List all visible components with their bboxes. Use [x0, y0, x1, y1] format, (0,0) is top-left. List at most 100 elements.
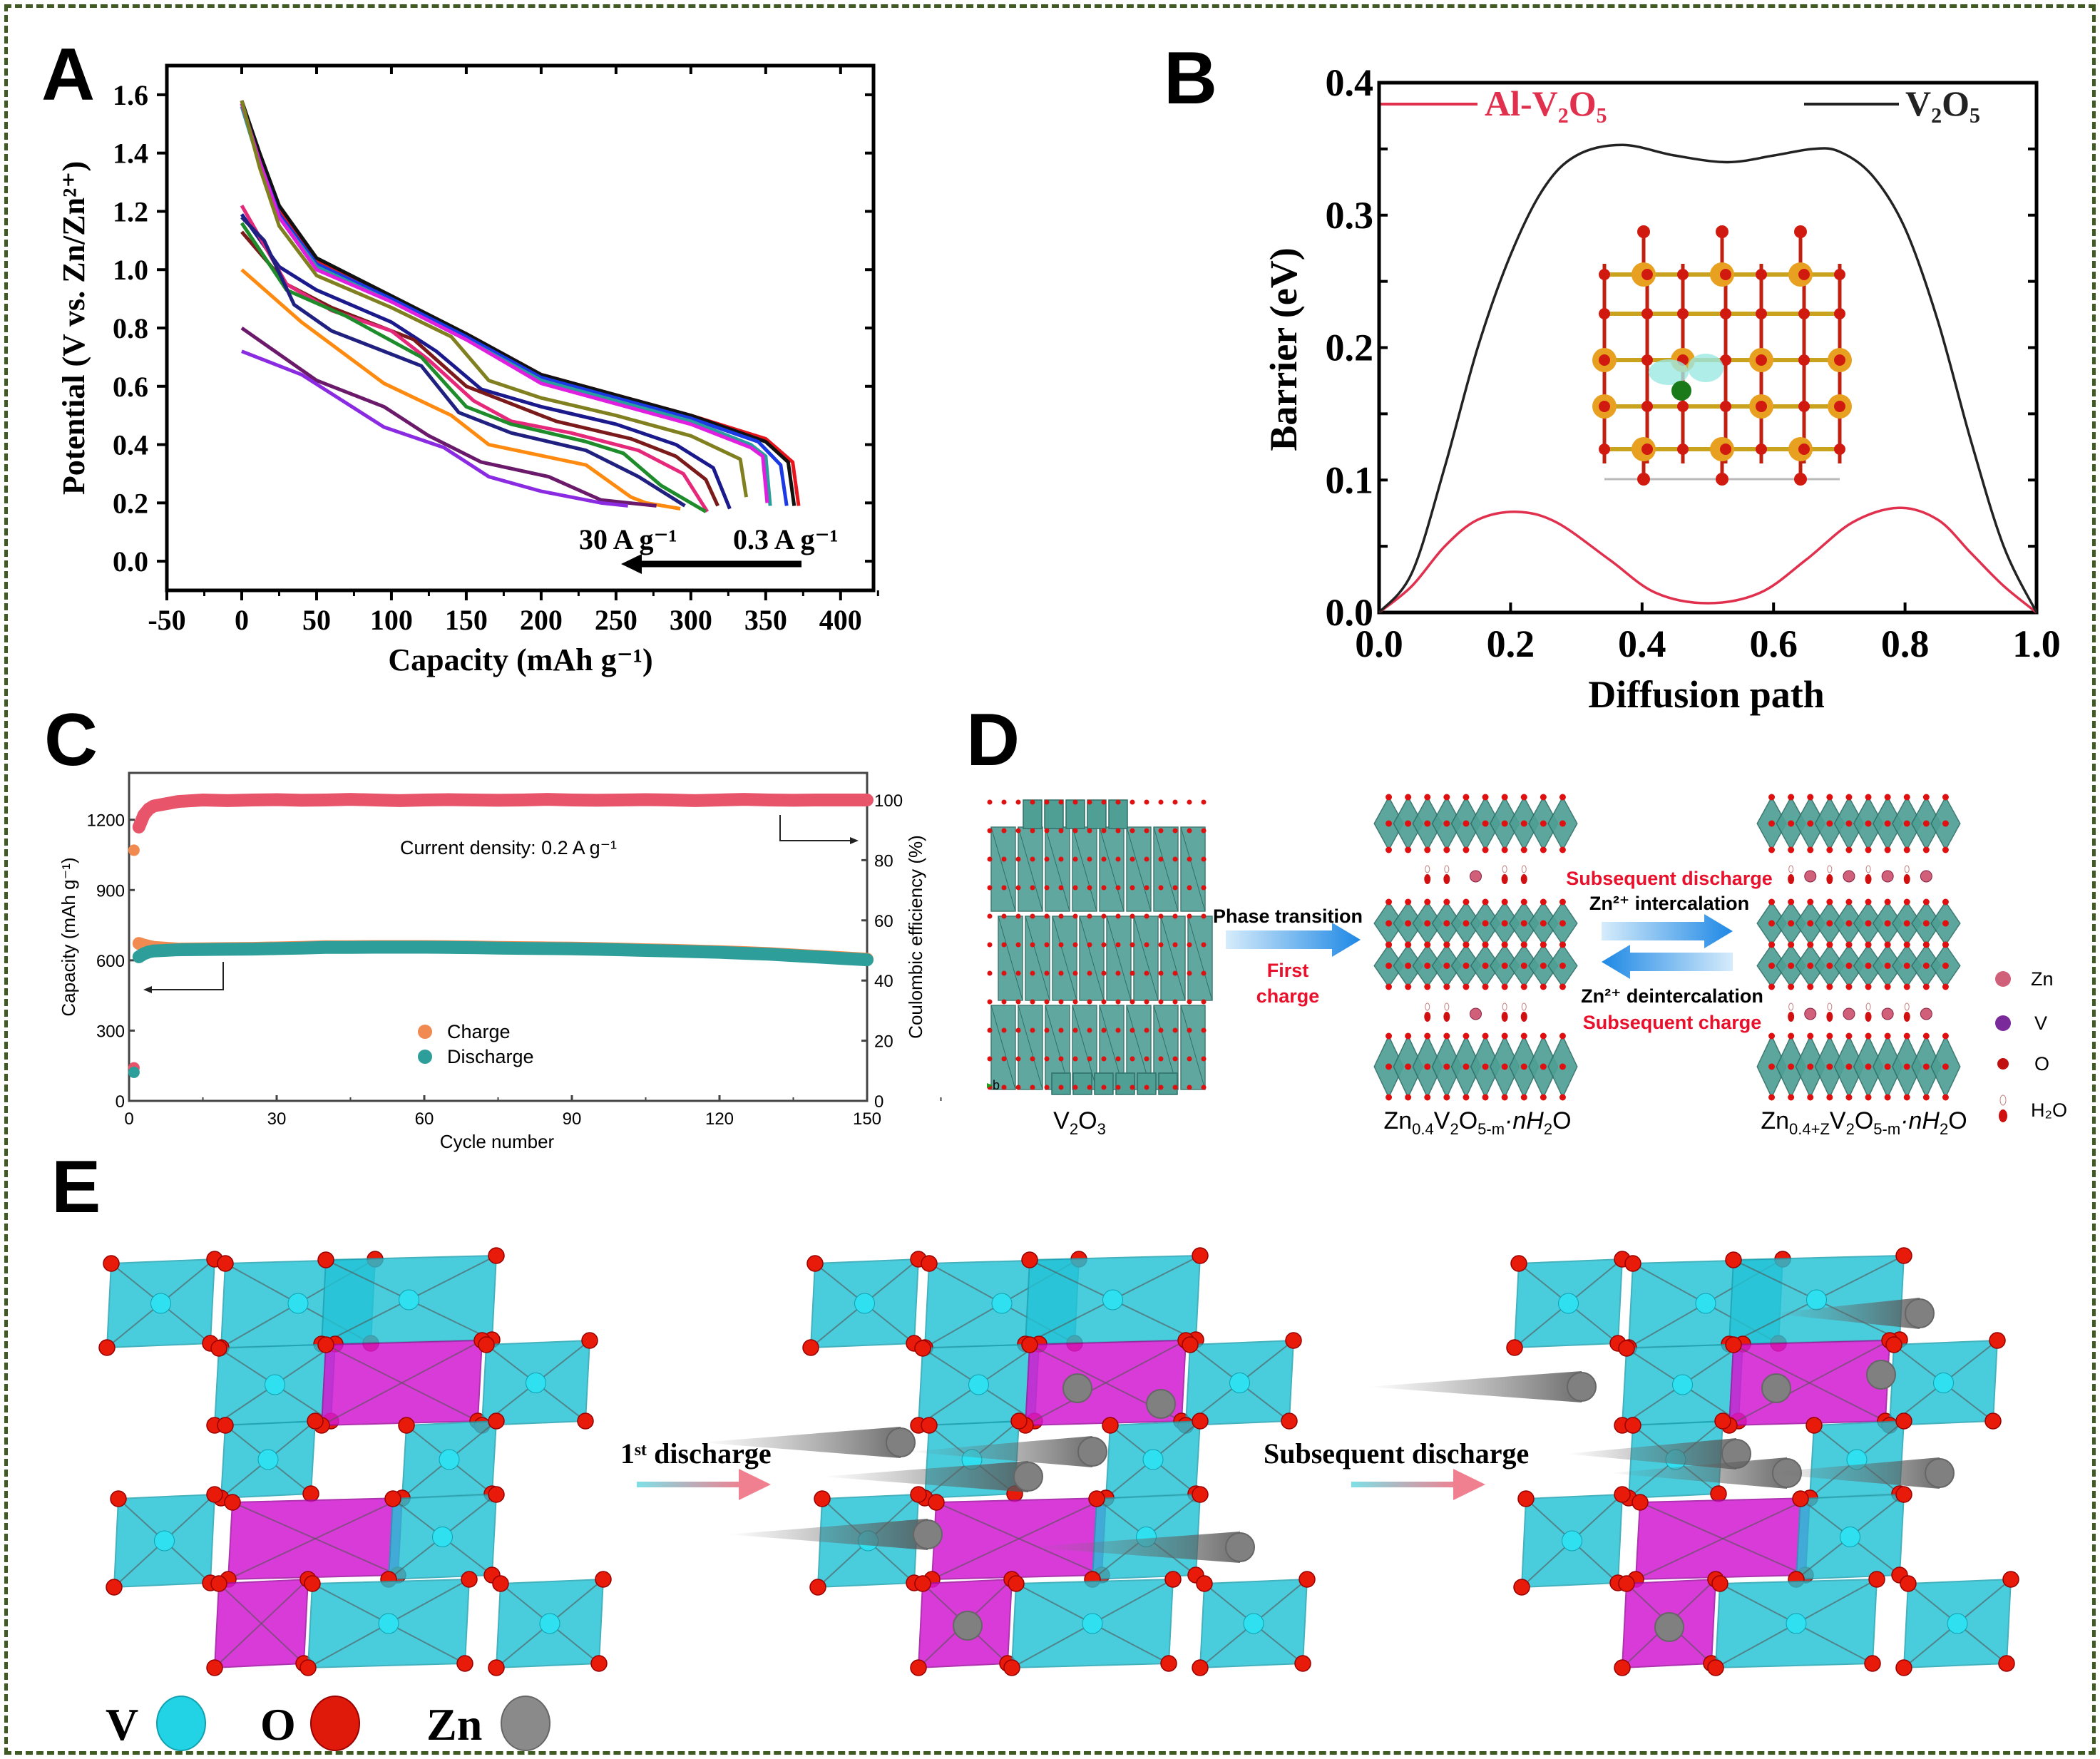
c-coulombic-efficiency-point	[468, 794, 479, 806]
b-x-tick-label: 1.0	[2012, 622, 2061, 665]
d-oxygen-atom	[1922, 1032, 1930, 1040]
e-oxygen-atom	[2002, 1571, 2019, 1588]
d-oxygen-atom	[1884, 920, 1891, 927]
d-oxygen-atom	[1201, 1027, 1207, 1033]
e-vanadium-atom	[378, 1613, 399, 1634]
d-charge-label: charge	[1256, 985, 1320, 1007]
b-x-tick-label: 0.4	[1618, 622, 1666, 665]
d-water-hydrogen	[1425, 1002, 1430, 1011]
d-oxygen-atom	[1807, 898, 1814, 906]
c-coulombic-efficiency-point	[615, 794, 627, 806]
d-oxygen-atom	[1520, 846, 1527, 853]
d-water-hydrogen	[1502, 1002, 1507, 1011]
b-y-tick-label: 0.0	[1326, 591, 1374, 634]
d-oxygen-atom	[1559, 898, 1566, 906]
d-oxygen-atom	[1942, 920, 1949, 927]
d-oxygen-atom	[1072, 913, 1078, 919]
b-inset-charge-density	[1688, 354, 1723, 382]
d-oxygen-atom	[1130, 799, 1135, 805]
e-oxygen-atom	[1989, 1332, 2006, 1349]
d-oxygen-atom	[1044, 885, 1050, 891]
c-discharge-point	[295, 942, 307, 954]
a-plot-frame	[165, 63, 876, 593]
d-oxygen-atom	[1463, 820, 1470, 827]
d-oxygen-atom	[1158, 1056, 1164, 1062]
d-oxygen-atom	[1463, 898, 1470, 906]
d-oxygen-atom	[1044, 913, 1050, 919]
d-deintercalation-arrow	[1602, 945, 1733, 979]
d-oxygen-atom	[1001, 828, 1007, 834]
d-oxygen-atom	[1424, 1094, 1431, 1101]
d-oxygen-atom	[1903, 920, 1910, 927]
d-v2o3-polyhedron	[1094, 1072, 1114, 1095]
b-inset-oxygen	[1641, 269, 1653, 280]
d-zinc-ion	[1470, 870, 1482, 883]
e-oxygen-atom	[106, 1579, 123, 1596]
d-oxygen-atom	[1807, 941, 1814, 948]
d-oxygen-atom	[1903, 846, 1910, 853]
c-discharge-point	[128, 1066, 140, 1078]
b-inset-oxygen	[1720, 354, 1731, 366]
c-discharge-point	[271, 943, 282, 955]
e-oxygen-atom	[921, 1417, 938, 1434]
d-oxygen-atom	[1015, 856, 1021, 862]
d-oxygen-atom	[1201, 828, 1207, 834]
c-y-tick-label: 900	[96, 881, 125, 901]
d-oxygen-atom	[1044, 1027, 1050, 1033]
d-layer	[1373, 794, 1578, 853]
d-oxygen-atom	[1044, 942, 1050, 948]
c-x-tick-label: 90	[563, 1109, 582, 1129]
d-layer	[1373, 898, 1578, 948]
d-oxygen-atom	[1865, 941, 1872, 948]
e-legend-v: V	[106, 1699, 138, 1750]
d-oxygen-atom	[1482, 963, 1489, 969]
d-oxygen-atom	[1807, 794, 1814, 801]
d-oxygen-atom	[1172, 885, 1178, 891]
c-discharge-point	[492, 942, 504, 954]
b-inset-oxygen	[1756, 443, 1767, 455]
b-inset-oxygen	[1641, 401, 1653, 412]
d-oxygen-atom	[1884, 963, 1891, 969]
d-oxygen-atom	[1865, 1063, 1872, 1070]
c-y-tick-label: 600	[96, 952, 125, 971]
b-inset-oxygen	[1794, 473, 1807, 486]
a-x-tick-label: 100	[370, 604, 413, 636]
b-y-tick-label: 0.3	[1326, 194, 1374, 237]
e-vanadium-atom	[1558, 1293, 1579, 1314]
a-x-tick-label: 300	[670, 604, 712, 636]
d-oxygen-atom	[1405, 898, 1412, 906]
e-oxygen-atom	[1895, 1412, 1912, 1430]
e-vanadium-atom	[526, 1373, 546, 1393]
d-oxygen-atom	[1768, 1063, 1776, 1070]
d-v2o3-edge	[990, 826, 1016, 912]
d-oxygen-atom	[1807, 1032, 1814, 1040]
d-oxygen-atom	[1072, 799, 1078, 805]
d-oxygen-atom	[1058, 999, 1064, 1005]
d-layer	[1756, 898, 1961, 948]
d-oxygen-atom	[1540, 794, 1547, 801]
d-oxygen-atom	[1158, 799, 1164, 805]
e-bond	[1635, 1497, 1810, 1580]
c-discharge-point	[246, 943, 258, 955]
d-oxygen-atom	[1826, 983, 1833, 990]
e-oxygen-atom	[928, 1494, 945, 1511]
e-oxygen-atom	[1506, 1339, 1523, 1356]
d-oxygen-atom	[1130, 1056, 1135, 1062]
d-water-hydrogen	[1788, 1002, 1794, 1011]
c-legend-discharge-marker	[418, 1050, 432, 1064]
d-oxygen-atom	[1072, 856, 1078, 862]
e-zinc-trail	[1770, 1298, 1920, 1329]
d-phase-transition-arrow	[1226, 923, 1361, 957]
d-oxygen-atom	[1540, 983, 1547, 990]
d-oxygen-atom	[1058, 1027, 1064, 1033]
d-oxygen-atom	[1405, 846, 1412, 853]
b-legend-al-v2o5: Al-V₂O₅	[1485, 83, 1607, 123]
d-v2o3-edge	[1018, 1005, 1043, 1090]
d-oxygen-atom	[1768, 820, 1776, 827]
d-water-hydrogen	[1827, 1002, 1833, 1011]
b-series-line-al-v2o5	[1378, 506, 2038, 614]
d-v2o3-edge	[1133, 916, 1159, 1001]
d-oxygen-atom	[1115, 1056, 1121, 1062]
d-oxygen-atom	[1172, 1056, 1178, 1062]
d-oxygen-atom	[1172, 799, 1178, 805]
